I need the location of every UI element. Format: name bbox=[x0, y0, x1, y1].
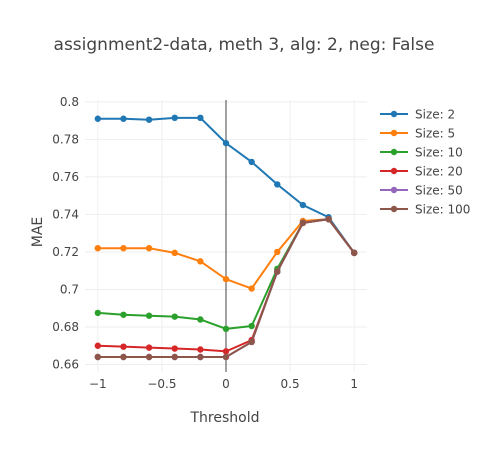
data-point bbox=[120, 353, 127, 361]
legend-swatch-marker bbox=[390, 167, 398, 175]
data-point bbox=[222, 139, 230, 147]
data-point bbox=[171, 249, 178, 257]
data-point bbox=[94, 353, 102, 361]
chart-title: assignment2-data, meth 3, alg: 2, neg: F… bbox=[54, 35, 435, 55]
legend-swatch-marker bbox=[390, 186, 398, 194]
data-point bbox=[197, 346, 204, 353]
data-point bbox=[120, 311, 127, 318]
data-point bbox=[94, 244, 102, 252]
data-point bbox=[248, 158, 255, 166]
y-tick-label: 0.76 bbox=[52, 170, 79, 184]
y-tick-label: 0.72 bbox=[52, 245, 79, 259]
data-point bbox=[248, 322, 255, 330]
legend-label: Size: 50 bbox=[415, 184, 463, 198]
y-tick-label: 0.66 bbox=[52, 357, 79, 371]
series-layer bbox=[94, 114, 358, 361]
series-size-2 bbox=[94, 114, 358, 257]
data-point bbox=[171, 313, 178, 320]
data-point bbox=[197, 258, 204, 265]
legend-item[interactable]: Size: 5 bbox=[380, 127, 455, 141]
x-tick-label: 1 bbox=[350, 377, 358, 391]
x-tick-label: 0 bbox=[222, 377, 230, 391]
data-point bbox=[274, 248, 281, 256]
legend[interactable]: Size: 2 Size: 5 Size: 10 Size: 20 Size: 50 Si… bbox=[380, 108, 470, 217]
x-axis-label: Threshold bbox=[190, 410, 260, 426]
legend-item[interactable]: Size: 10 bbox=[380, 146, 463, 160]
legend-swatch-marker bbox=[390, 148, 398, 156]
data-point bbox=[145, 353, 153, 361]
data-point bbox=[248, 285, 255, 292]
data-point bbox=[350, 249, 358, 257]
data-point bbox=[274, 181, 281, 188]
data-point bbox=[222, 348, 230, 355]
data-point bbox=[299, 219, 307, 227]
data-point bbox=[94, 309, 102, 317]
data-point bbox=[171, 353, 178, 361]
legend-swatch-marker bbox=[390, 205, 398, 213]
data-point bbox=[120, 244, 127, 252]
legend-label: Size: 100 bbox=[415, 203, 470, 217]
legend-item[interactable]: Size: 100 bbox=[380, 203, 470, 217]
legend-swatch-marker bbox=[390, 110, 398, 118]
data-point bbox=[197, 353, 204, 361]
legend-item[interactable]: Size: 20 bbox=[380, 165, 463, 179]
data-point bbox=[120, 343, 127, 350]
data-point bbox=[94, 342, 102, 349]
data-point bbox=[171, 345, 178, 352]
data-point bbox=[120, 115, 127, 122]
y-tick-label: 0.7 bbox=[60, 282, 79, 296]
data-point bbox=[145, 244, 153, 252]
data-point bbox=[145, 312, 153, 319]
data-point bbox=[94, 115, 102, 122]
x-tick-label: −1 bbox=[89, 377, 107, 391]
legend-label: Size: 10 bbox=[415, 146, 463, 160]
data-point bbox=[299, 201, 307, 209]
legend-item[interactable]: Size: 50 bbox=[380, 184, 463, 198]
data-point bbox=[171, 114, 178, 122]
y-tick-label: 0.78 bbox=[52, 132, 79, 146]
data-point bbox=[222, 353, 230, 361]
legend-label: Size: 5 bbox=[415, 127, 455, 141]
x-axis-ticks: −1 −0.5 0 0.5 1 bbox=[89, 377, 358, 391]
data-point bbox=[222, 275, 230, 283]
data-point bbox=[145, 116, 153, 123]
x-tick-label: −0.5 bbox=[147, 377, 176, 391]
y-axis-ticks: 0.66 0.68 0.7 0.72 0.74 0.76 0.78 0.8 bbox=[52, 95, 79, 372]
data-point bbox=[145, 344, 153, 351]
y-tick-label: 0.74 bbox=[52, 207, 79, 221]
y-tick-label: 0.68 bbox=[52, 320, 79, 334]
data-point bbox=[325, 215, 332, 223]
series-size-100 bbox=[94, 215, 358, 361]
legend-item[interactable]: Size: 2 bbox=[380, 108, 455, 122]
data-point bbox=[222, 325, 230, 333]
data-point bbox=[248, 338, 255, 346]
data-point bbox=[197, 114, 204, 122]
data-point bbox=[274, 268, 281, 275]
x-tick-label: 0.5 bbox=[281, 377, 300, 391]
y-tick-label: 0.8 bbox=[60, 95, 79, 109]
legend-label: Size: 2 bbox=[415, 108, 455, 122]
data-point bbox=[197, 316, 204, 323]
y-axis-label: MAE bbox=[30, 217, 46, 248]
legend-label: Size: 20 bbox=[415, 165, 463, 179]
legend-swatch-marker bbox=[390, 129, 398, 137]
